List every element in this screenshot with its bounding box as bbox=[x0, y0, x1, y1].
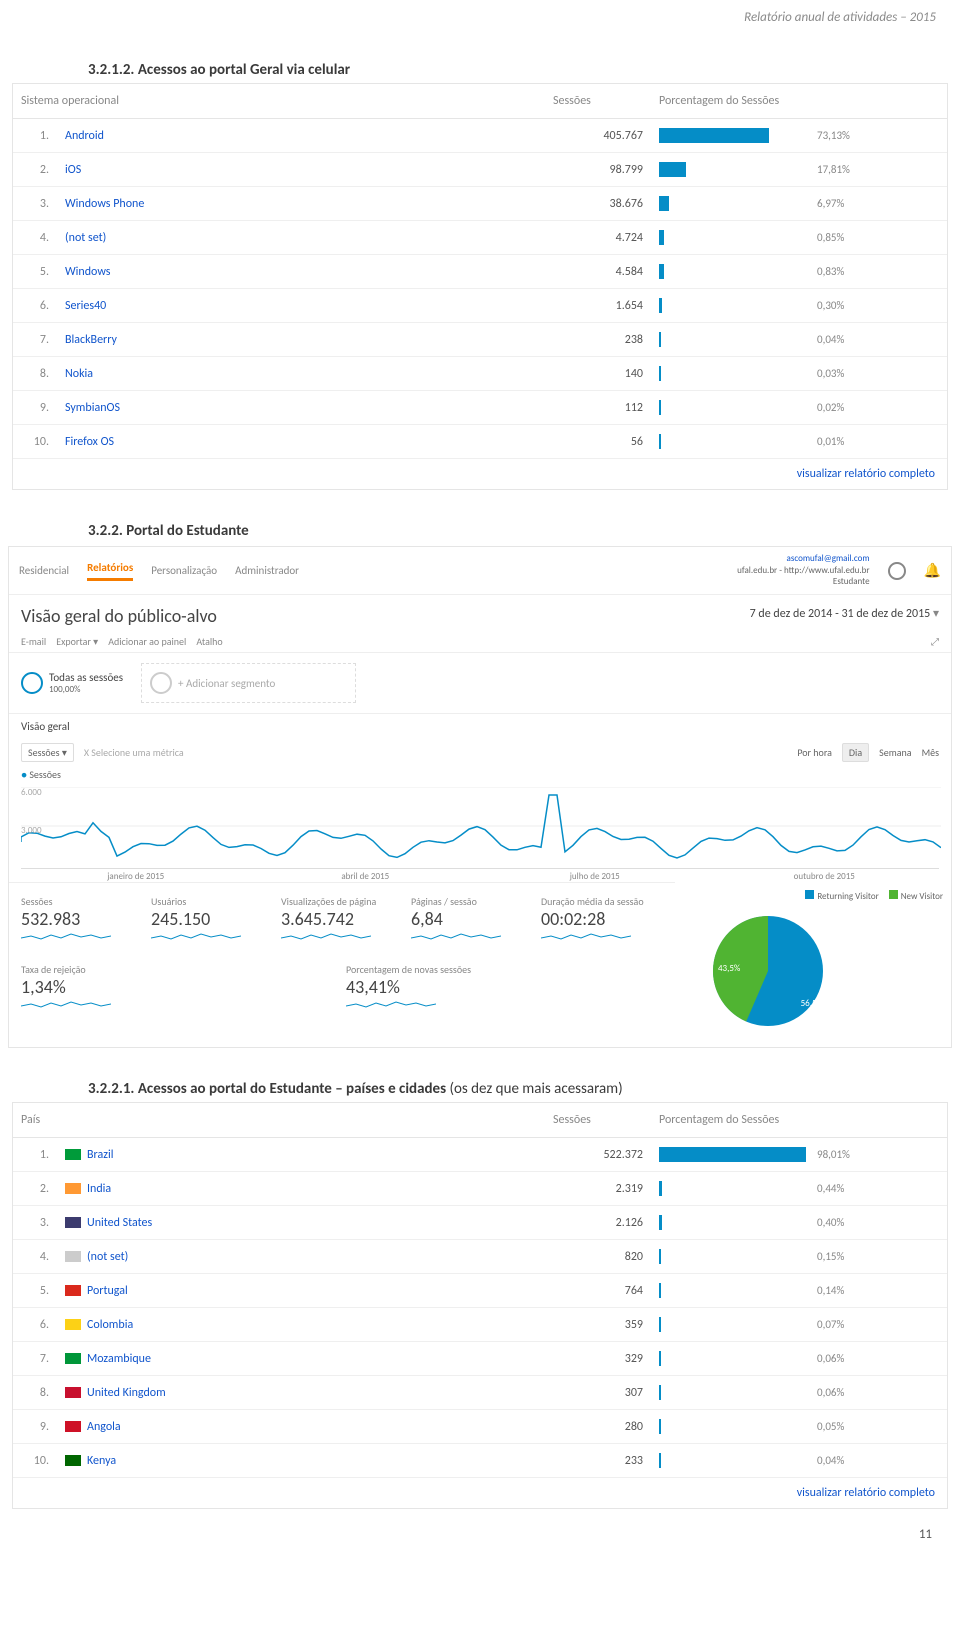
table-row: 5.Portugal7640,14% bbox=[13, 1274, 947, 1308]
table-row: 5.Windows4.5840,83% bbox=[13, 255, 947, 289]
returning-pct-label: 56,5% bbox=[801, 998, 824, 1009]
metric-card: Usuários245.150 bbox=[151, 895, 273, 947]
row-link[interactable]: Windows bbox=[65, 265, 111, 279]
page-header: Relatório anual de atividades – 2015 bbox=[0, 0, 960, 29]
row-link[interactable]: (not set) bbox=[87, 1250, 128, 1264]
bell-icon[interactable]: 🔔 bbox=[924, 562, 941, 579]
metric-card: Porcentagem de novas sessões43,41% bbox=[346, 963, 663, 1015]
row-link[interactable]: Android bbox=[65, 129, 104, 143]
gran-hour[interactable]: Por hora bbox=[797, 746, 832, 759]
view-full-report-link-2[interactable]: visualizar relatório completo bbox=[13, 1478, 947, 1508]
table-row: 8.Nokia1400,03% bbox=[13, 357, 947, 391]
expand-icon[interactable]: ⤢ bbox=[931, 635, 939, 648]
os-col-sessions: Sessões bbox=[545, 84, 651, 119]
table-row: 3.United States2.1260,40% bbox=[13, 1206, 947, 1240]
dashboard-title: Visão geral do público-alvo bbox=[9, 595, 229, 631]
table-row: 2.iOS98.79917,81% bbox=[13, 153, 947, 187]
row-link[interactable]: Series40 bbox=[65, 299, 106, 313]
os-col-pct: Porcentagem do Sessões bbox=[651, 84, 947, 119]
row-link[interactable]: India bbox=[87, 1182, 111, 1196]
table-row: 10.Firefox OS560,01% bbox=[13, 425, 947, 459]
gran-day[interactable]: Dia bbox=[842, 743, 869, 762]
new-pct-label: 43,5% bbox=[718, 963, 741, 974]
row-link[interactable]: Firefox OS bbox=[65, 435, 114, 449]
metric-card: Visualizações de página3.645.742 bbox=[281, 895, 403, 947]
table-row: 4.(not set)8200,15% bbox=[13, 1240, 947, 1274]
gear-icon[interactable] bbox=[888, 562, 906, 580]
metric-selector[interactable]: Sessões ▾ bbox=[21, 743, 74, 762]
account-info: ascomufal@gmail.com ufal.edu.br - http:/… bbox=[737, 553, 869, 588]
add-segment[interactable]: + Adicionar segmento bbox=[141, 663, 356, 703]
section-title-1: 3.2.1.2. Acessos ao portal Geral via cel… bbox=[88, 61, 960, 79]
row-link[interactable]: (not set) bbox=[65, 231, 106, 245]
table-row: 3.Windows Phone38.6766,97% bbox=[13, 187, 947, 221]
toolbar-email[interactable]: E-mail bbox=[21, 635, 46, 648]
section-title-3: 3.2.2.1. Acessos ao portal do Estudante … bbox=[88, 1080, 872, 1098]
metric-card: Páginas / sessão6,84 bbox=[411, 895, 533, 947]
row-link[interactable]: Nokia bbox=[65, 367, 93, 381]
toolbar-add-panel[interactable]: Adicionar ao painel bbox=[108, 635, 186, 648]
table-row: 7.BlackBerry2380,04% bbox=[13, 323, 947, 357]
table-row: 8.United Kingdom3070,06% bbox=[13, 1376, 947, 1410]
table-row: 2.India2.3190,44% bbox=[13, 1172, 947, 1206]
view-full-report-link[interactable]: visualizar relatório completo bbox=[13, 459, 947, 489]
table-row: 6.Colombia3590,07% bbox=[13, 1308, 947, 1342]
tab-relatorios[interactable]: Relatórios bbox=[87, 561, 133, 581]
row-link[interactable]: Mozambique bbox=[87, 1352, 151, 1366]
row-link[interactable]: iOS bbox=[65, 163, 81, 177]
toolbar-shortcut[interactable]: Atalho bbox=[196, 635, 222, 648]
os-table-panel: Sistema operacional Sessões Porcentagem … bbox=[12, 83, 948, 490]
tab-personalizacao[interactable]: Personalização bbox=[151, 564, 217, 577]
segment-all-sessions[interactable]: Todas as sessões100,00% bbox=[21, 671, 123, 695]
row-link[interactable]: SymbianOS bbox=[65, 401, 120, 415]
metric-card: Taxa de rejeição1,34% bbox=[21, 963, 338, 1015]
row-link[interactable]: Kenya bbox=[87, 1454, 116, 1468]
gran-month[interactable]: Mês bbox=[922, 746, 939, 759]
country-sess-col: Sessões bbox=[545, 1103, 651, 1138]
row-link[interactable]: United Kingdom bbox=[87, 1386, 166, 1400]
row-link[interactable]: Angola bbox=[87, 1420, 121, 1434]
tab-administrador[interactable]: Administrador bbox=[235, 564, 299, 577]
tab-residencial[interactable]: Residencial bbox=[19, 564, 69, 577]
overview-label: Visão geral bbox=[9, 714, 951, 739]
row-link[interactable]: BlackBerry bbox=[65, 333, 117, 347]
row-link[interactable]: Windows Phone bbox=[65, 197, 144, 211]
row-link[interactable]: Portugal bbox=[87, 1284, 128, 1298]
table-row: 1.Android405.76773,13% bbox=[13, 119, 947, 153]
row-link[interactable]: Brazil bbox=[87, 1148, 113, 1162]
country-col: País bbox=[13, 1103, 545, 1138]
date-range[interactable]: 7 de dez de 2014 - 31 de dez de 2015 ▾ bbox=[738, 596, 951, 631]
table-row: 6.Series401.6540,30% bbox=[13, 289, 947, 323]
metric-card: Duração média da sessão00:02:28 bbox=[541, 895, 663, 947]
os-col-system: Sistema operacional bbox=[13, 84, 545, 119]
table-row: 1.Brazil522.37298,01% bbox=[13, 1138, 947, 1172]
section-title-2: 3.2.2. Portal do Estudante bbox=[88, 522, 960, 540]
row-link[interactable]: United States bbox=[87, 1216, 152, 1230]
page-number: 11 bbox=[0, 1509, 960, 1560]
row-link[interactable]: Colombia bbox=[87, 1318, 133, 1332]
toolbar-export[interactable]: Exportar ▾ bbox=[56, 635, 98, 648]
country-pct-col: Porcentagem do Sessões bbox=[651, 1103, 947, 1138]
sessions-chart: 6.000 3.000 janeiro de 2015 abril de 201… bbox=[9, 783, 951, 882]
table-row: 9.Angola2800,05% bbox=[13, 1410, 947, 1444]
analytics-dashboard: Residencial Relatórios Personalização Ad… bbox=[8, 546, 952, 1048]
compare-metric[interactable]: X Selecione uma métrica bbox=[84, 746, 184, 759]
table-row: 10.Kenya2330,04% bbox=[13, 1444, 947, 1478]
country-table-panel: País Sessões Porcentagem do Sessões 1.Br… bbox=[12, 1102, 948, 1509]
visitor-pie: Returning Visitor New Visitor 56,5% 43,5… bbox=[675, 882, 951, 1047]
table-row: 7.Mozambique3290,06% bbox=[13, 1342, 947, 1376]
gran-week[interactable]: Semana bbox=[879, 746, 911, 759]
table-row: 4.(not set)4.7240,85% bbox=[13, 221, 947, 255]
table-row: 9.SymbianOS1120,02% bbox=[13, 391, 947, 425]
metric-card: Sessões532.983 bbox=[21, 895, 143, 947]
